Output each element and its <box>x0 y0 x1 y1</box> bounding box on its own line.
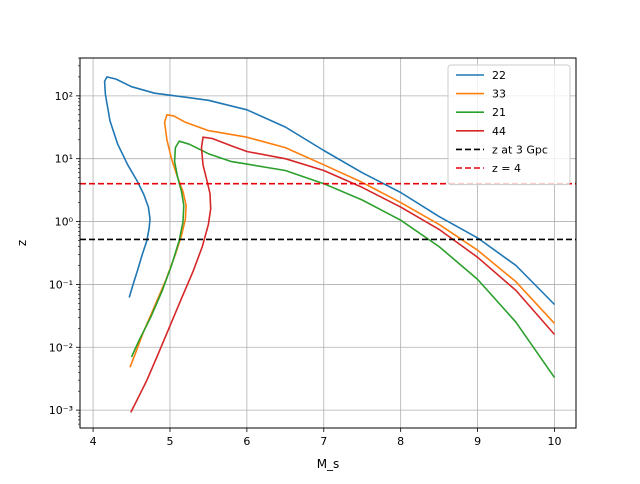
x-tick-label: 6 <box>243 435 250 448</box>
x-tick-label: 5 <box>166 435 173 448</box>
legend-label: 21 <box>492 106 506 119</box>
x-tick-label: 9 <box>474 435 481 448</box>
y-tick-label: 10¹ <box>55 153 73 166</box>
series-line-21 <box>130 140 556 379</box>
legend-label: 44 <box>492 125 506 138</box>
axes-frame <box>79 57 577 429</box>
x-tick-label: 10 <box>547 435 561 448</box>
y-tick-label: 10² <box>55 90 73 103</box>
legend-label: 33 <box>492 88 506 101</box>
legend-label: 22 <box>492 69 506 82</box>
series-line-22 <box>103 76 556 306</box>
x-tick-label: 4 <box>90 435 97 448</box>
y-tick-label: 10⁻¹ <box>49 278 73 291</box>
x-axis-label: M_s <box>317 457 340 471</box>
y-tick-label: 10⁻³ <box>49 404 73 417</box>
legend-label: z at 3 Gpc <box>492 143 548 156</box>
x-axis: 4 5 6 7 8 9 10 <box>90 428 561 448</box>
legend-label: z = 4 <box>492 162 521 175</box>
plot-area <box>80 76 576 413</box>
x-tick-label: 8 <box>397 435 404 448</box>
y-tick-label: 10⁰ <box>55 216 74 229</box>
x-tick-label: 7 <box>320 435 327 448</box>
y-axis-label: z <box>15 240 29 246</box>
grid <box>80 58 576 428</box>
y-tick-label: 10⁻² <box>49 341 73 354</box>
legend: 22 33 21 44 z at 3 Gpc z = 4 <box>447 64 571 186</box>
y-axis: 10⁻³ 10⁻² 10⁻¹ 10⁰ 10¹ 10² <box>49 57 80 425</box>
legend-box <box>447 64 571 186</box>
series-line-44 <box>130 136 556 413</box>
